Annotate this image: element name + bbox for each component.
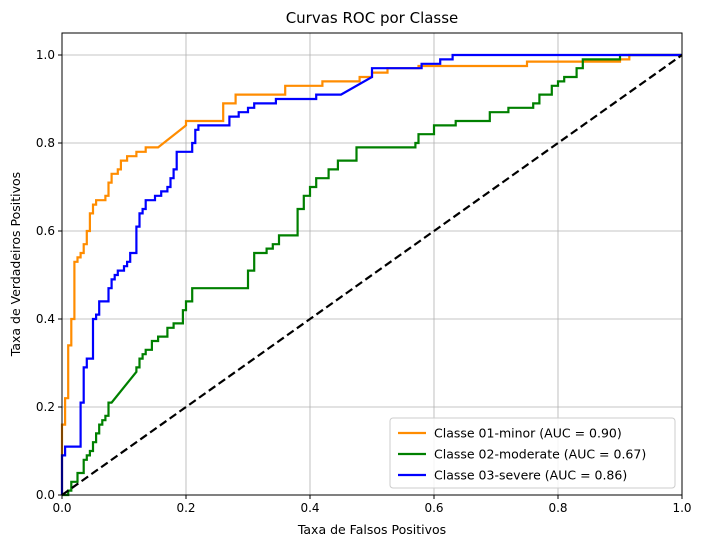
diagonal-reference-line — [61, 54, 683, 496]
legend-label: Classe 01-minor (AUC = 0.90) — [434, 426, 622, 441]
legend-label: Classe 02-moderate (AUC = 0.67) — [434, 447, 646, 462]
x-axis-label: Taxa de Falsos Positivos — [297, 522, 446, 537]
roc-curve-series-2 — [62, 53, 682, 497]
axis-ticks: 0.0 0.2 0.4 0.6 0.8 1.0 0.0 0.2 0.4 0.6 0.8 1.0 — [36, 48, 692, 515]
y-tick-label: 0.0 — [36, 488, 55, 502]
y-tick-label: 0.8 — [36, 136, 55, 150]
x-tick-label: 0.6 — [424, 501, 443, 515]
x-tick-label: 0.2 — [176, 501, 195, 515]
x-tick-label: 0.0 — [52, 501, 71, 515]
x-tick-label: 0.8 — [548, 501, 567, 515]
plot-frame — [61, 32, 683, 496]
y-tick-label: 0.6 — [36, 224, 55, 238]
grid-lines — [61, 33, 683, 496]
y-axis-label: Taxa de Verdadeiros Positivos — [8, 172, 23, 357]
roc-curve-series-1 — [60, 53, 682, 495]
y-tick-label: 0.2 — [36, 400, 55, 414]
x-tick-label: 0.4 — [300, 501, 319, 515]
legend-label: Classe 03-severe (AUC = 0.86) — [434, 468, 627, 483]
roc-curve-series-3 — [60, 53, 682, 495]
plot-series — [60, 53, 683, 497]
y-tick-label: 1.0 — [36, 48, 55, 62]
x-tick-label: 1.0 — [672, 501, 691, 515]
chart-title: Curvas ROC por Classe — [286, 9, 459, 27]
legend-box — [389, 417, 676, 489]
legend: Classe 01-minor (AUC = 0.90) Classe 02-mo… — [389, 417, 676, 489]
y-tick-label: 0.4 — [36, 312, 55, 326]
